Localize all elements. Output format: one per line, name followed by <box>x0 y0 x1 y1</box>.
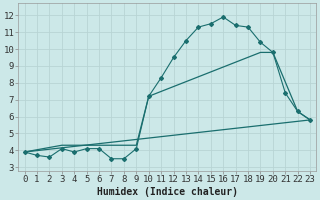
X-axis label: Humidex (Indice chaleur): Humidex (Indice chaleur) <box>97 186 238 197</box>
